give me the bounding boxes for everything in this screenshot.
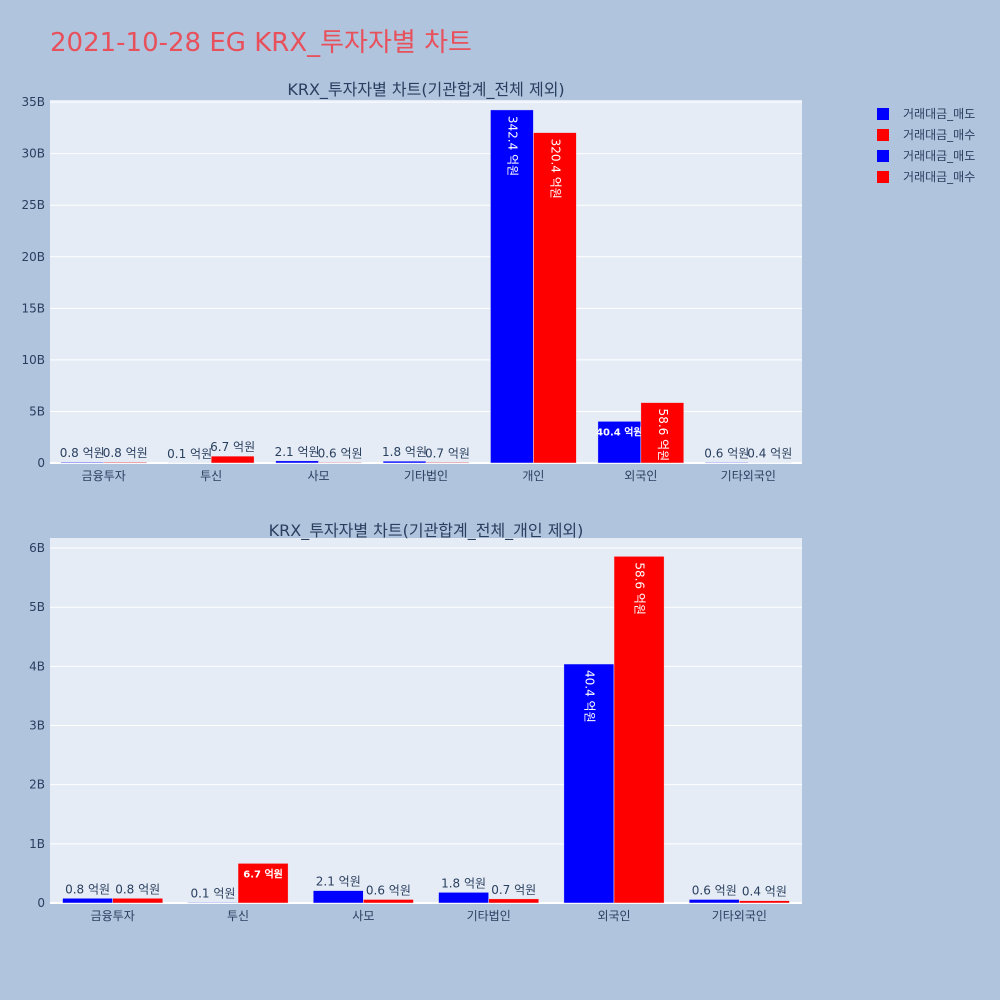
subplot-1: 0 5B 10B 15B 20B 25B 30B 35B 금융투자 투신 사모 기타법인 개인 외국인 기타… (21, 80, 802, 483)
legend-label[interactable]: 거래대금_매도 (903, 149, 975, 163)
bar-data-label: 0.4 억원 (742, 885, 787, 899)
bar[interactable] (425, 462, 470, 464)
y-tick-label: 2B (29, 778, 45, 792)
x-tick-label: 투신 (227, 909, 249, 923)
x-tick-label: 기타외국인 (712, 909, 767, 923)
bar-data-label: 342.4 억원 (505, 116, 519, 176)
bar-data-label: 6.7 억원 (210, 440, 255, 454)
x-tick-label: 외국인 (624, 469, 657, 483)
x-tick-label: 기타외국인 (721, 469, 776, 483)
bar-data-label: 0.1 억원 (190, 886, 235, 900)
y-tick-label: 0 (37, 896, 45, 910)
bar-data-label: 1.8 억원 (441, 876, 486, 890)
y-tick-label: 1B (29, 837, 45, 851)
x-tick-label: 기타법인 (404, 469, 448, 483)
bar[interactable] (613, 556, 665, 904)
bar[interactable] (275, 460, 319, 464)
x-tick-label: 외국인 (597, 909, 630, 923)
y-tick-label: 15B (21, 301, 45, 315)
bar[interactable] (688, 899, 740, 904)
bar-data-label: 58.6 억원 (656, 409, 670, 462)
bar[interactable] (488, 898, 540, 904)
x-tick-label: 투신 (200, 469, 222, 483)
main-title: 2021-10-28 EG KRX_투자자별 차트 (50, 28, 472, 58)
bar-data-label: 58.6 억원 (633, 562, 647, 615)
bar[interactable] (237, 863, 289, 904)
bar[interactable] (167, 462, 212, 464)
y-tick-label: 30B (21, 147, 45, 161)
subplot-title: KRX_투자자별 차트(기관합계_전체 제외) (287, 80, 564, 100)
y-tick-label: 0 (37, 456, 45, 470)
legend-swatch[interactable] (877, 171, 889, 183)
y-tick-label: 4B (29, 659, 45, 673)
x-tick-label: 기타법인 (467, 909, 511, 923)
bar-data-label: 2.1 억원 (275, 445, 320, 459)
bar[interactable] (103, 461, 147, 464)
bar-data-label: 1.8 억원 (382, 445, 427, 459)
bar-data-label: 0.6 억원 (692, 883, 737, 897)
x-tick-label: 사모 (308, 469, 330, 483)
x-tick-label: 금융투자 (91, 909, 135, 923)
bar-data-label: 2.1 억원 (316, 875, 361, 889)
subplot-2: 0 1B 2B 3B 4B 5B 6B 금융투자 투신 사모 기타법인 외국인 기타외국인 0.8 억원 0… (29, 521, 802, 923)
bar[interactable] (62, 898, 113, 904)
bar-data-label: 0.6 억원 (704, 446, 749, 460)
bar[interactable] (739, 900, 790, 904)
y-tick-label: 20B (21, 250, 45, 264)
bar[interactable] (748, 462, 792, 464)
subplot-title: KRX_투자자별 차트(기관합계_전체_개인 제외) (269, 521, 584, 541)
bar[interactable] (640, 402, 685, 464)
y-tick-label: 5B (29, 600, 45, 614)
legend-label[interactable]: 거래대금_매수 (903, 170, 975, 184)
bar[interactable] (210, 455, 255, 464)
x-tick-label: 사모 (352, 909, 374, 923)
plot-area (50, 538, 802, 903)
plot-area (50, 100, 802, 463)
x-tick-label: 금융투자 (82, 469, 126, 483)
bar-data-label: 0.8 억원 (103, 446, 148, 460)
bar[interactable] (363, 899, 414, 904)
legend-swatch[interactable] (877, 150, 889, 162)
bar[interactable] (597, 421, 642, 464)
bar-data-label: 0.1 억원 (167, 447, 212, 461)
bar[interactable] (438, 892, 489, 904)
legend-label[interactable]: 거래대금_매수 (903, 128, 975, 142)
y-tick-label: 25B (21, 198, 45, 212)
bar[interactable] (490, 109, 534, 464)
y-tick-label: 5B (29, 404, 45, 418)
bar[interactable] (382, 460, 427, 464)
bar-data-label: 0.6 억원 (318, 446, 363, 460)
y-tick-label: 3B (29, 719, 45, 733)
legend-swatch[interactable] (877, 108, 889, 120)
bar[interactable] (312, 890, 364, 904)
bar-data-label: 0.8 억원 (60, 446, 105, 460)
bar[interactable] (533, 132, 577, 464)
bar-data-label: 0.8 억원 (65, 882, 110, 896)
legend-label[interactable]: 거래대금_매도 (903, 107, 975, 121)
bar-data-label: 320.4 억원 (548, 139, 562, 199)
bar-data-label: 0.7 억원 (491, 883, 536, 897)
bar-data-label: 40.4 억원 (582, 670, 596, 723)
bar[interactable] (187, 902, 239, 904)
bar-data-label: 40.4 억원 (596, 425, 643, 438)
y-tick-label: 6B (29, 541, 45, 555)
bar[interactable] (60, 461, 104, 464)
y-tick-label: 10B (21, 353, 45, 367)
bar-data-label: 6.7 억원 (243, 867, 283, 880)
bar-data-label: 0.4 억원 (747, 447, 792, 461)
bar[interactable] (112, 898, 164, 904)
legend-swatch[interactable] (877, 129, 889, 141)
x-tick-label: 개인 (522, 469, 544, 483)
bar[interactable] (705, 462, 749, 464)
bar-data-label: 0.6 억원 (366, 883, 411, 897)
bar-data-label: 0.8 억원 (115, 882, 160, 896)
y-tick-label: 35B (21, 95, 45, 109)
bar[interactable] (318, 462, 362, 464)
bar-data-label: 0.7 억원 (425, 446, 470, 460)
